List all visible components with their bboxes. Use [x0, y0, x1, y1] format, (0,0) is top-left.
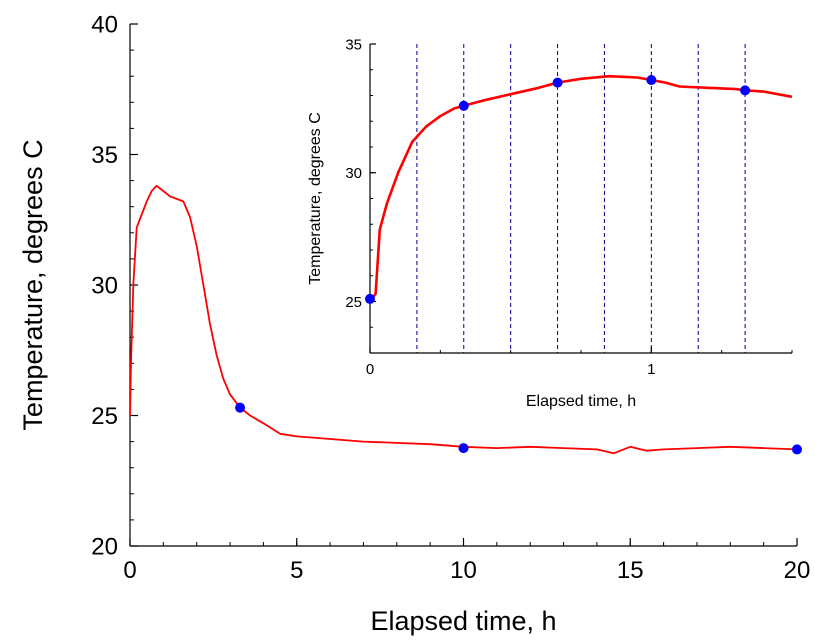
chart1-x-tick-label-4: 20 [784, 557, 811, 584]
chart1-marker-1 [458, 443, 469, 454]
chart2-x-axis-label: Elapsed time, h [526, 393, 636, 410]
chart2-marker-1 [458, 100, 469, 111]
chart1-x-tick-label-1: 5 [290, 557, 303, 584]
chart1-x-tick-label-3: 15 [617, 557, 644, 584]
chart1-y-tick-label-1: 25 [91, 403, 118, 430]
chart2-marker-2 [552, 77, 563, 88]
chart2-x-tick-label-0: 0 [366, 361, 374, 378]
chart2-marker-3 [646, 75, 657, 86]
chart2-y-tick-label-0: 25 [345, 294, 362, 311]
chart1-x-tick-label-0: 0 [123, 557, 136, 584]
chart1-x-axis-label: Elapsed time, h [370, 606, 556, 636]
chart2-series-line-0 [370, 74, 793, 303]
chart1-y-tick-label-2: 30 [91, 272, 118, 299]
chart1-marker-2 [792, 444, 802, 455]
chart2-marker-0 [365, 293, 375, 304]
chart1-y-tick-label-4: 40 [91, 11, 118, 38]
chart1-x-tick-label-2: 10 [450, 557, 477, 584]
chart2-y-tick-label-2: 35 [345, 36, 362, 53]
chart1-series-line-0 [130, 184, 798, 455]
chart2-group [365, 43, 793, 354]
chart2-y-tick-label-1: 30 [345, 165, 362, 182]
chart1-group [129, 23, 802, 547]
chart1-y-tick-label-3: 35 [91, 142, 118, 169]
chart1-marker-0 [235, 402, 246, 413]
chart2-x-tick-label-1: 1 [647, 361, 655, 378]
chart1-y-tick-label-0: 20 [91, 533, 118, 560]
chart2-y-axis-label: Temperature, degrees C [307, 112, 324, 285]
chart2-marker-4 [740, 85, 751, 96]
chart1-y-axis-label: Temperature, degrees C [18, 139, 48, 430]
